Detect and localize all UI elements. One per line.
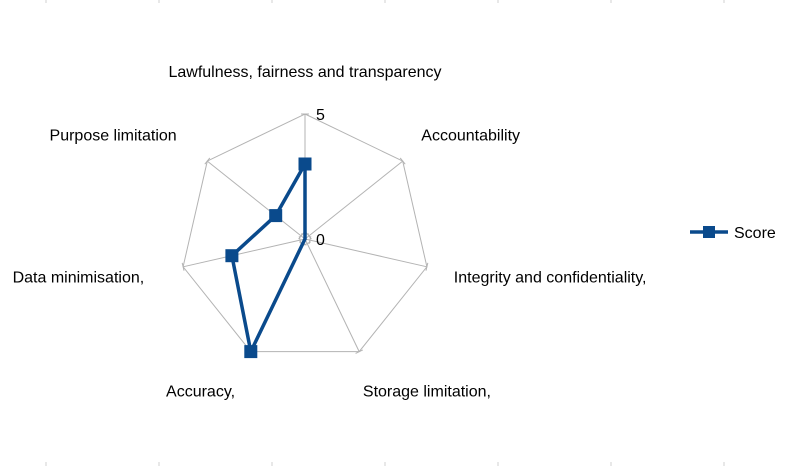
legend-swatch-marker-0 <box>703 226 715 238</box>
axis-label-3: Storage limitation, <box>363 383 491 400</box>
legend-label-0: Score <box>734 225 776 242</box>
range-labels: 05 <box>316 107 325 249</box>
grid-ring-outer <box>182 113 428 353</box>
spoke-center-tick-6 <box>298 232 304 240</box>
axis-label-5: Data minimisation, <box>13 269 145 286</box>
spoke-end-tick-2 <box>425 262 429 271</box>
range-label-max: 5 <box>316 107 325 124</box>
data-point-0-4 <box>244 345 258 359</box>
axis-label-0: Lawfulness, fairness and transparency <box>168 64 441 81</box>
axis-label-1: Accountability <box>421 127 520 144</box>
spoke-1 <box>304 160 404 240</box>
spoke-5 <box>182 238 306 268</box>
data-point-0-6 <box>269 209 283 223</box>
spoke-3 <box>304 238 360 352</box>
axis-labels: Lawfulness, fairness and transparency Acc… <box>13 64 647 400</box>
series-line-0 <box>230 162 307 354</box>
spoke-6 <box>206 160 306 240</box>
axis-label-4: Accuracy, <box>166 383 235 400</box>
radar-spokes <box>181 113 429 354</box>
data-point-0-5 <box>225 249 239 263</box>
range-label-min: 0 <box>316 232 325 249</box>
spoke-end-tick-3 <box>355 349 364 354</box>
spoke-end-tick-5 <box>181 262 185 271</box>
data-point-0-0 <box>298 157 312 171</box>
spoke-2 <box>304 238 428 268</box>
spoke-end-tick-6 <box>204 157 211 165</box>
axis-label-6: Purpose limitation <box>50 127 177 144</box>
frame-ticks <box>45 0 725 466</box>
legend: Score <box>690 225 776 242</box>
axis-label-2: Integrity and confidentiality, <box>454 269 647 286</box>
spoke-end-tick-1 <box>399 157 406 165</box>
series-layer <box>225 157 312 359</box>
radar-grid <box>182 113 428 353</box>
